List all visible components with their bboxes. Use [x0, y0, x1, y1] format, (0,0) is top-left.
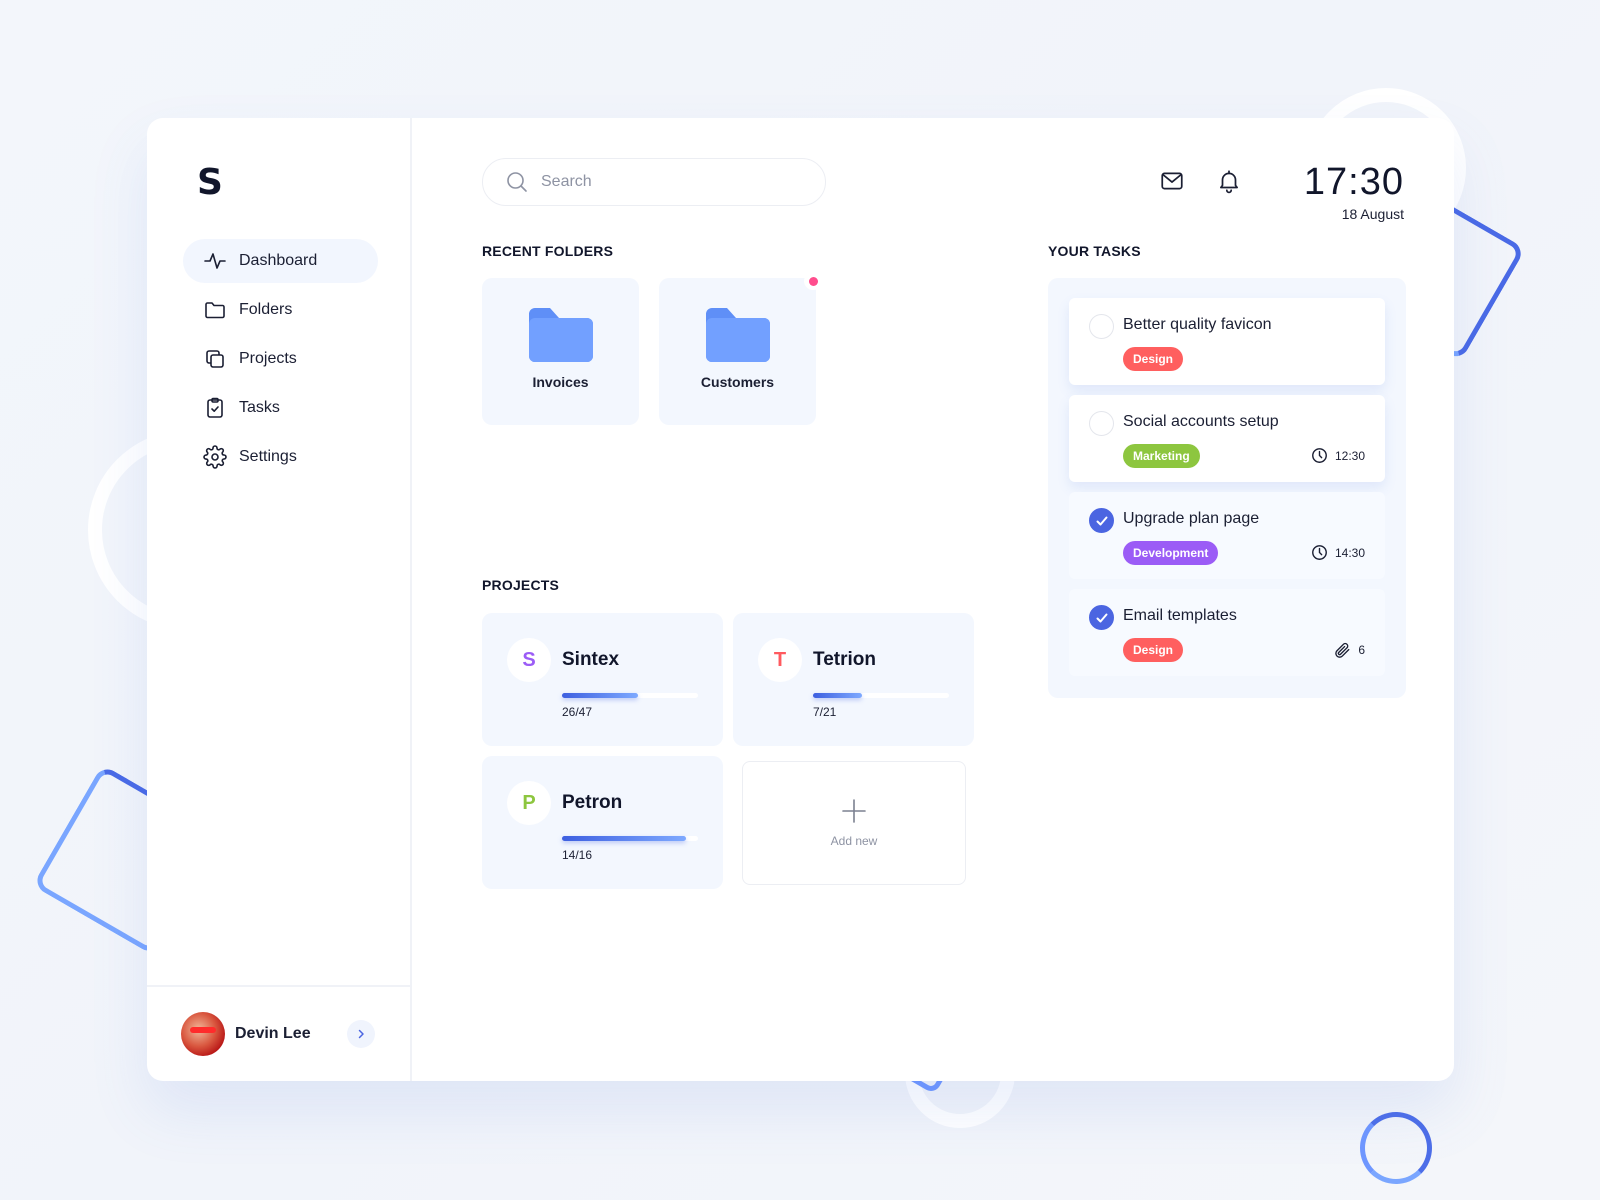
- task-checkbox-checked[interactable]: [1089, 508, 1114, 533]
- project-name: Tetrion: [813, 649, 876, 670]
- project-logo: P: [507, 781, 551, 825]
- mail-icon[interactable]: [1159, 168, 1185, 194]
- task-attachments: 6: [1333, 641, 1365, 659]
- clock-icon: [1312, 545, 1327, 560]
- tasks-title: YOUR TASKS: [1048, 243, 1141, 259]
- folder-label: Invoices: [532, 374, 589, 390]
- sidebar-item-label: Settings: [239, 448, 297, 465]
- chevron-right-icon: [358, 1029, 364, 1039]
- project-name: Sintex: [562, 649, 620, 670]
- sidebar-item-projects[interactable]: Projects: [183, 337, 378, 381]
- task-due-time: 12:30: [1311, 447, 1365, 464]
- task-item[interactable]: Upgrade plan page Development 14:30: [1069, 492, 1385, 579]
- task-checkbox[interactable]: [1089, 411, 1114, 436]
- project-card-tetrion[interactable]: T Tetrion 7/21: [733, 613, 974, 746]
- project-logo: T: [758, 638, 802, 682]
- clipboard-check-icon: [207, 397, 223, 418]
- clock-time: 17:30: [1303, 161, 1404, 203]
- project-card-petron[interactable]: P Petron 14/16: [482, 756, 723, 889]
- sidebar-nav: Dashboard Folders Projects Tasks Setting…: [183, 239, 378, 484]
- task-due-time: 14:30: [1311, 544, 1365, 561]
- sidebar-item-tasks[interactable]: Tasks: [183, 386, 378, 430]
- search-icon: [507, 172, 527, 192]
- clock-icon: [1312, 448, 1327, 463]
- sidebar-item-label: Projects: [239, 350, 297, 367]
- clock-date: 18 August: [1341, 206, 1404, 222]
- user-name: Devin Lee: [235, 1025, 311, 1042]
- project-progress-count: 26/47: [562, 705, 593, 719]
- check-icon: [1096, 613, 1107, 622]
- profile-expand-button[interactable]: [347, 1020, 375, 1048]
- task-tag: Design: [1123, 347, 1184, 371]
- folder-label: Customers: [700, 374, 775, 390]
- task-title: Better quality favicon: [1123, 316, 1272, 333]
- app-window: S Dashboard Folders Projects Tasks Setti…: [147, 118, 1454, 1081]
- project-logo: S: [507, 638, 551, 682]
- notification-dot: [804, 272, 822, 290]
- task-tag: Development: [1123, 541, 1219, 565]
- search-bar[interactable]: [482, 158, 826, 206]
- copy-icon: [206, 350, 224, 368]
- project-progress-bar: [813, 693, 949, 698]
- sidebar-item-settings[interactable]: Settings: [183, 435, 378, 479]
- project-progress-bar: [562, 836, 698, 841]
- task-tag: Design: [1123, 638, 1184, 662]
- sidebar-item-label: Folders: [239, 301, 293, 318]
- task-title: Social accounts setup: [1123, 413, 1279, 430]
- gear-icon: [203, 445, 227, 469]
- sidebar-item-dashboard[interactable]: Dashboard: [183, 239, 378, 283]
- bell-icon[interactable]: [1216, 168, 1242, 194]
- sidebar-item-label: Dashboard: [239, 252, 318, 269]
- tasks-panel: Better quality favicon Design Social acc…: [1048, 278, 1406, 698]
- add-new-project-button[interactable]: Add new: [742, 761, 966, 885]
- add-new-label: Add new: [830, 834, 878, 848]
- projects-title: PROJECTS: [482, 577, 560, 593]
- avatar[interactable]: [181, 1012, 225, 1056]
- folder-card-invoices[interactable]: Invoices: [482, 278, 639, 425]
- activity-icon: [204, 253, 226, 269]
- paperclip-icon: [1335, 642, 1350, 658]
- sidebar: S Dashboard Folders Projects Tasks Setti…: [147, 118, 412, 1081]
- task-item[interactable]: Social accounts setup Marketing 12:30: [1069, 395, 1385, 482]
- task-checkbox[interactable]: [1089, 314, 1114, 339]
- project-progress-count: 7/21: [813, 705, 837, 719]
- user-profile[interactable]: Devin Lee: [147, 985, 410, 1081]
- task-checkbox-checked[interactable]: [1089, 605, 1114, 630]
- sidebar-item-folders[interactable]: Folders: [183, 288, 378, 332]
- project-name: Petron: [562, 792, 623, 813]
- folder-card-customers[interactable]: Customers: [659, 272, 822, 425]
- task-tag: Marketing: [1123, 444, 1200, 468]
- clock-widget: 17:30 18 August: [1304, 162, 1404, 222]
- task-item[interactable]: Email templates Design 6: [1069, 589, 1385, 676]
- folder-icon: [705, 308, 770, 362]
- check-icon: [1096, 516, 1107, 525]
- project-progress-count: 14/16: [562, 848, 593, 862]
- project-progress-bar: [562, 693, 698, 698]
- project-card-sintex[interactable]: S Sintex 26/47: [482, 613, 723, 746]
- decorative-ring-blue: [1360, 1112, 1432, 1184]
- plus-icon: [842, 799, 866, 823]
- task-title: Upgrade plan page: [1123, 510, 1260, 527]
- recent-folders-title: RECENT FOLDERS: [482, 243, 614, 259]
- task-item[interactable]: Better quality favicon Design: [1069, 298, 1385, 385]
- folder-icon: [528, 308, 593, 362]
- main-content: 17:30 18 August RECENT FOLDERS Invoices …: [412, 118, 1454, 1081]
- search-input[interactable]: [541, 173, 781, 191]
- app-logo: S: [197, 162, 223, 203]
- task-title: Email templates: [1123, 607, 1237, 624]
- sidebar-item-label: Tasks: [239, 399, 280, 416]
- folder-icon: [205, 302, 225, 319]
